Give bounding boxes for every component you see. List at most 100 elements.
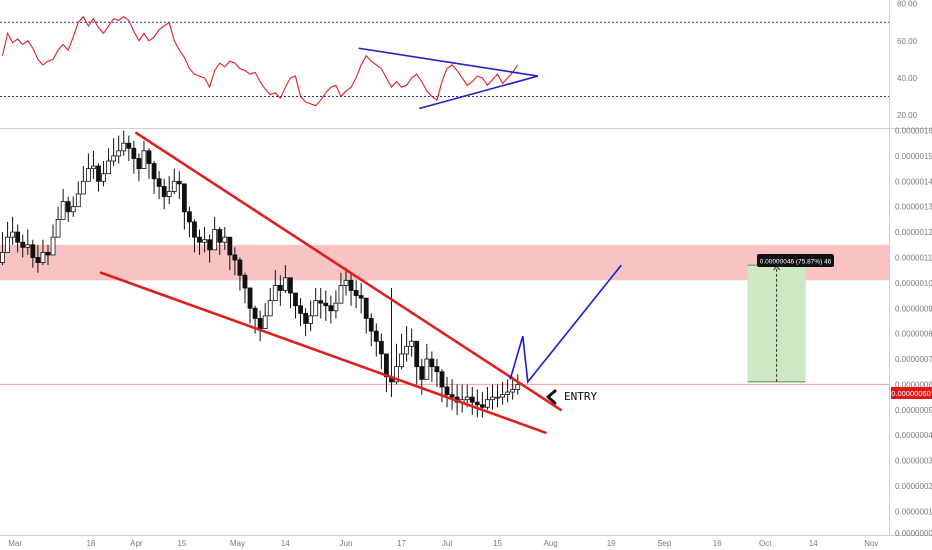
- candle: [141, 140, 147, 170]
- candle: [469, 386, 475, 415]
- candle: [308, 300, 314, 332]
- candle-body: [515, 384, 521, 390]
- candle-body: [384, 353, 389, 378]
- candle: [60, 188, 66, 220]
- candle-body: [449, 394, 455, 398]
- candle-body: [414, 340, 420, 368]
- candle-body: [156, 178, 162, 187]
- candle: [272, 270, 278, 302]
- candle: [277, 275, 283, 306]
- x-tick-label: 16: [713, 539, 722, 548]
- candle: [192, 219, 197, 253]
- candle-body: [70, 206, 76, 213]
- candle-body: [298, 305, 303, 314]
- candle: [384, 353, 389, 393]
- x-tick-label: 14: [281, 539, 290, 548]
- candle-body: [363, 297, 369, 319]
- candle: [434, 359, 440, 387]
- wedge-trendline: [135, 131, 562, 412]
- candle-body: [424, 358, 430, 380]
- candle: [389, 287, 394, 398]
- candle: [485, 386, 490, 410]
- candle-body: [232, 254, 238, 261]
- candle-body: [338, 285, 344, 304]
- candle: [20, 234, 26, 258]
- candle-body: [166, 191, 172, 197]
- candle-body: [25, 244, 31, 248]
- candle-body: [91, 165, 96, 170]
- candle-body: [282, 277, 288, 291]
- candle: [146, 148, 152, 179]
- candle-body: [15, 231, 21, 243]
- candle-body: [419, 366, 425, 380]
- candle: [227, 236, 233, 271]
- candle-body: [267, 300, 273, 317]
- x-tick-label: Oct: [759, 539, 772, 548]
- candle: [288, 277, 293, 309]
- x-tick-label: 18: [86, 539, 95, 548]
- candle: [373, 323, 379, 357]
- candle: [409, 328, 415, 357]
- candle-body: [65, 201, 71, 213]
- candle-body: [116, 150, 122, 157]
- candle: [414, 340, 420, 385]
- candle: [202, 227, 207, 253]
- candle: [136, 153, 142, 182]
- candle-body: [187, 211, 192, 223]
- candle: [267, 287, 273, 317]
- candle: [358, 282, 364, 314]
- candle-body: [404, 345, 410, 355]
- wedge-trendline: [99, 271, 547, 434]
- candle-body: [277, 285, 283, 291]
- candle-body: [479, 404, 485, 408]
- candle: [161, 178, 167, 210]
- rsi-line: [1, 15, 519, 107]
- candle-body: [45, 252, 51, 256]
- candle: [151, 161, 157, 195]
- candle: [444, 376, 450, 408]
- candle-body: [20, 241, 26, 248]
- candle: [55, 206, 61, 238]
- candle: [298, 298, 303, 327]
- candle: [25, 229, 31, 255]
- candle: [116, 135, 122, 164]
- candle: [50, 224, 56, 256]
- target-label-text: 0.00000046 (75.87%) 46: [760, 259, 832, 266]
- candle-body: [242, 274, 248, 289]
- candle-body: [485, 399, 490, 408]
- candle: [65, 196, 71, 222]
- candle-body: [444, 386, 450, 395]
- price-panel: [0, 130, 889, 434]
- candle-body: [227, 236, 233, 256]
- candle: [187, 206, 192, 238]
- candle-body: [257, 318, 263, 329]
- rsi-y-tick-label: 80.00: [897, 0, 918, 9]
- x-tick-label: Sep: [657, 539, 672, 548]
- candle: [282, 265, 288, 294]
- candle-body: [197, 236, 202, 243]
- candle: [166, 176, 172, 205]
- candle-body: [111, 155, 117, 162]
- candle-body: [5, 236, 10, 253]
- candle: [343, 267, 349, 296]
- candle-body: [434, 366, 440, 373]
- x-tick-label: Mar: [8, 539, 22, 548]
- candle-body: [136, 158, 142, 170]
- candle: [242, 272, 248, 304]
- rsi-trendline: [358, 47, 539, 77]
- x-tick-label: Apr: [130, 539, 143, 548]
- x-tick-label: 15: [177, 539, 186, 548]
- x-tick-label: Jun: [340, 539, 353, 548]
- candle: [222, 227, 228, 250]
- price-y-tick-label: 0.00000060: [895, 380, 932, 389]
- target-label-background: [757, 254, 834, 267]
- candle-body: [60, 201, 66, 220]
- candle-body: [75, 193, 81, 208]
- candle: [262, 303, 268, 329]
